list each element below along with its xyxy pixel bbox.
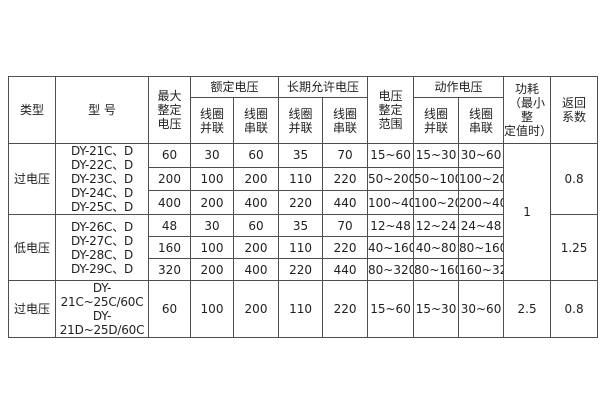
cell-operating-parallel: 15~30 [413, 280, 460, 338]
cell-rated-series: 400 [232, 190, 280, 215]
cell-operating-series: 80~160 [458, 236, 505, 259]
cell-longterm-parallel: 35 [278, 214, 324, 237]
cell-longterm-parallel: 220 [278, 258, 324, 281]
cell-operating-series: 24~48 [458, 214, 505, 237]
header-row-2: 线圈 并联 线圈 串联 线圈 并联 线圈 串联 线圈 并联 线圈 串联 [9, 97, 598, 144]
table-row: 过电压 DY-21C~25C/60C DY-21D~25D/60C 60 100… [8, 280, 599, 338]
cell-operating-series: 30~60 [458, 143, 505, 168]
lastrow-type: 过电压 [8, 280, 56, 338]
cell-longterm-series: 440 [322, 190, 369, 215]
group1-type: 过电压 [8, 143, 56, 215]
cell-max-setting: 48 [148, 214, 191, 237]
cell-operating-parallel: 100~200 [413, 190, 460, 215]
group1-return-coeff: 0.8 [550, 143, 599, 215]
cell-max-setting: 60 [148, 280, 191, 338]
header-return-coefficient: 返回 系数 [550, 76, 599, 144]
cell-rated-parallel: 200 [190, 258, 234, 281]
cell-operating-series: 30~60 [458, 280, 505, 338]
cell-max-setting: 400 [148, 190, 191, 215]
cell-longterm-series: 70 [322, 143, 369, 168]
cell-longterm-parallel: 110 [278, 166, 324, 192]
cell-rated-series: 60 [232, 214, 280, 237]
cell-setting-range: 12~48 [367, 214, 415, 237]
cell-rated-series: 200 [232, 166, 280, 192]
cell-operating-parallel: 12~24 [413, 214, 460, 237]
cell-rated-parallel: 100 [190, 236, 234, 259]
cell-longterm-series: 220 [322, 166, 369, 192]
cell-longterm-series: 440 [322, 258, 369, 281]
header-voltage-setting-range: 电压 整定 范围 [367, 76, 415, 144]
cell-rated-parallel: 30 [190, 143, 234, 168]
cell-max-setting: 200 [148, 166, 191, 192]
cell-operating-series: 200~400 [458, 190, 505, 215]
header-type: 类型 [8, 76, 56, 144]
header-power-consumption: 功耗 （最小整 定值时） [503, 76, 552, 144]
cell-longterm-parallel: 220 [278, 190, 324, 215]
cell-longterm-series: 70 [322, 214, 369, 237]
cell-rated-parallel: 100 [190, 280, 234, 338]
table-row: 400 200 400 220 440 100~400 100~200 200~… [9, 190, 598, 215]
group2-type: 低电压 [8, 214, 56, 281]
table-row: 160 100 200 110 220 40~160 40~80 80~160 [9, 236, 598, 259]
cell-max-setting: 60 [148, 143, 191, 168]
header-row-1: 类型 型 号 最大 整定 电压 额定电压 长期允许电压 电压 整定 范围 动作电… [8, 76, 599, 144]
cell-rated-parallel: 100 [190, 166, 234, 192]
cell-longterm-parallel: 110 [278, 236, 324, 259]
cell-longterm-series: 220 [322, 236, 369, 259]
cell-operating-parallel: 15~30 [413, 143, 460, 168]
cell-longterm-parallel: 35 [278, 143, 324, 168]
cell-rated-series: 60 [232, 143, 280, 168]
lastrow-models: DY-21C~25C/60C DY-21D~25D/60C [55, 280, 149, 338]
header-long-term-voltage: 长期允许电压 [278, 76, 369, 98]
cell-rated-series: 400 [232, 258, 280, 281]
cell-setting-range: 15~60 [367, 143, 415, 168]
cell-rated-parallel: 30 [190, 214, 234, 237]
header-operating-coil-parallel: 线圈 并联 [413, 97, 460, 144]
cell-rated-series: 200 [232, 280, 280, 338]
group2-return-coeff: 1.25 [550, 214, 599, 281]
cell-setting-range: 15~60 [367, 280, 415, 338]
header-operating-voltage: 动作电压 [413, 76, 505, 98]
cell-setting-range: 100~400 [367, 190, 415, 215]
cell-operating-parallel: 50~100 [413, 166, 460, 192]
header-operating-coil-series: 线圈 串联 [458, 97, 505, 144]
cell-max-setting: 160 [148, 236, 191, 259]
cell-setting-range: 50~200 [367, 166, 415, 192]
header-longterm-coil-series: 线圈 串联 [322, 97, 369, 144]
group1-models: DY-21C、D DY-22C、D DY-23C、D DY-24C、D DY-2… [55, 143, 149, 215]
cell-setting-range: 80~320 [367, 258, 415, 281]
table-row: 320 200 400 220 440 80~320 80~160 160~32… [9, 258, 598, 281]
header-rated-coil-parallel: 线圈 并联 [190, 97, 234, 144]
header-rated-voltage: 额定电压 [189, 76, 280, 98]
lastrow-return-coeff: 0.8 [550, 280, 599, 338]
cell-operating-series: 160~320 [458, 258, 505, 281]
table-row: 过电压 DY-21C、D DY-22C、D DY-23C、D DY-24C、D … [8, 143, 599, 281]
relay-spec-table: 类型 型 号 最大 整定 电压 额定电压 长期允许电压 电压 整定 范围 动作电… [8, 76, 599, 338]
header-model: 型 号 [55, 76, 149, 144]
cell-rated-series: 200 [232, 236, 280, 259]
group2-models: DY-26C、D DY-27C、D DY-28C、D DY-29C、D [55, 214, 149, 281]
cell-max-setting: 320 [148, 258, 191, 281]
cell-rated-parallel: 200 [190, 190, 234, 215]
lastrow-power: 2.5 [503, 280, 552, 338]
header-longterm-coil-parallel: 线圈 并联 [278, 97, 324, 144]
cell-setting-range: 40~160 [367, 236, 415, 259]
cell-longterm-series: 220 [322, 280, 369, 338]
header-max-setting-voltage: 最大 整定 电压 [148, 76, 191, 144]
cell-power-groups12: 1 [503, 143, 552, 281]
header-rated-coil-series: 线圈 串联 [232, 97, 280, 144]
cell-operating-series: 100~200 [458, 166, 505, 192]
cell-operating-parallel: 40~80 [413, 236, 460, 259]
cell-operating-parallel: 80~160 [413, 258, 460, 281]
cell-longterm-parallel: 110 [278, 280, 324, 338]
